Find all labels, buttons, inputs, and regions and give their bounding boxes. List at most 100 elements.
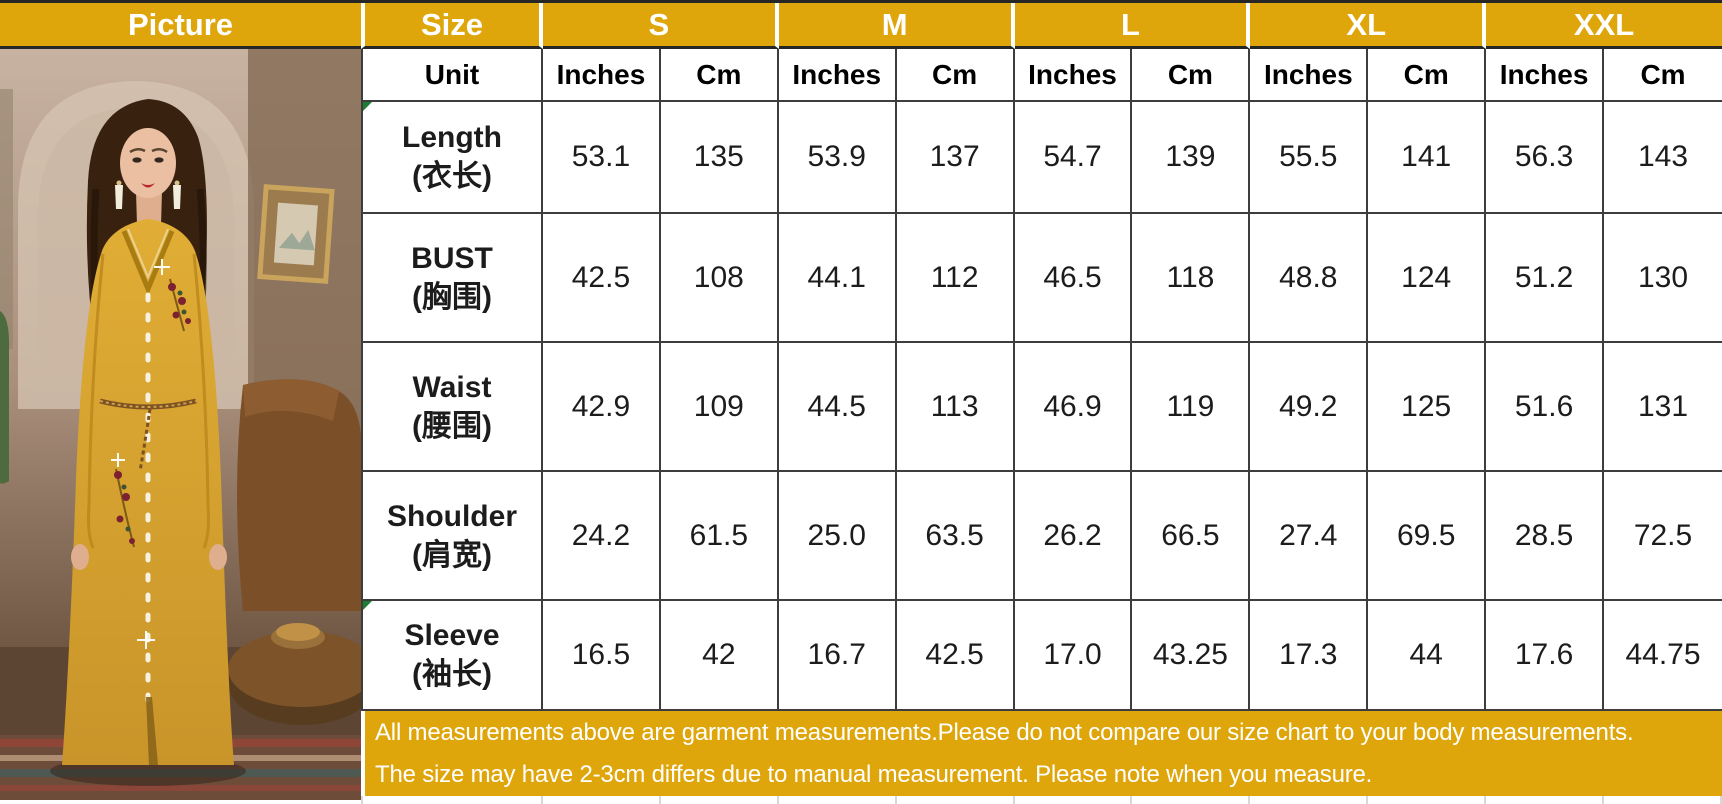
measurement-cell: 112: [896, 214, 1015, 343]
measurement-cell: 49.2: [1250, 343, 1369, 472]
measurement-cell: 48.8: [1250, 214, 1369, 343]
measurement-cell: 46.5: [1014, 214, 1133, 343]
picture-column: Picture: [0, 3, 361, 800]
row-label-en: Length: [402, 121, 502, 154]
measurement-cell: 28.5: [1486, 472, 1605, 601]
unit-cell: Cm: [896, 49, 1015, 102]
measurement-cell: 119: [1132, 343, 1251, 472]
unit-cell: Cm: [1368, 49, 1487, 102]
row-label-en: BUST: [411, 241, 493, 275]
measurement-cell: 42.5: [896, 601, 1015, 711]
measurement-cell: 63.5: [896, 472, 1015, 601]
measurement-cell: 56.3: [1486, 102, 1605, 214]
table-row-sleeve: Sleeve (袖长) 16.5 42 16.7 42.5 17.0 43.25…: [361, 601, 1722, 711]
measurement-cell: 44.75: [1604, 601, 1722, 711]
unit-corner-cell: Unit: [361, 49, 543, 102]
measurement-cell: 131: [1604, 343, 1722, 472]
measurement-cell: 54.7: [1014, 102, 1133, 214]
unit-cell: Inches: [1250, 49, 1369, 102]
measurement-cell: 108: [660, 214, 779, 343]
measurement-cell: 135: [660, 102, 779, 214]
row-label: Sleeve (袖长): [361, 601, 543, 711]
row-label: Waist (腰围): [361, 343, 543, 472]
product-photo: [0, 49, 361, 800]
measurement-cell: 69.5: [1368, 472, 1487, 601]
picture-header: Picture: [0, 3, 361, 49]
row-label-en: Shoulder: [386, 499, 517, 533]
notes-row: All measurements above are garment measu…: [361, 711, 1722, 796]
unit-cell: Inches: [543, 49, 661, 102]
measurement-cell: 51.6: [1486, 343, 1605, 472]
size-group-header: S: [543, 3, 779, 49]
measurement-cell: 137: [896, 102, 1015, 214]
size-corner-header: Size: [361, 3, 543, 49]
table-row-bust: BUST (胸围) 42.5 108 44.1 112 46.5 118 48.…: [361, 214, 1722, 343]
comment-marker-icon: [363, 102, 372, 111]
product-photo-illustration: [0, 49, 361, 800]
measurement-cell: 113: [896, 343, 1015, 472]
measurement-cell: 17.3: [1250, 601, 1369, 711]
measurement-cell: 66.5: [1132, 472, 1251, 601]
measurement-cell: 139: [1132, 102, 1251, 214]
comment-marker-icon: [363, 601, 372, 610]
row-label-cn: (衣长): [412, 160, 492, 193]
table-row-shoulder: Shoulder (肩宽) 24.2 61.5 25.0 63.5 26.2 6…: [361, 472, 1722, 601]
measurement-cell: 27.4: [1250, 472, 1369, 601]
unit-row: Unit Inches Cm Inches Cm Inches Cm Inche…: [361, 49, 1722, 102]
measurement-cell: 51.2: [1486, 214, 1605, 343]
measurement-cell: 44.1: [778, 214, 897, 343]
size-table: Size S M L XL XXL Unit Inches Cm Inches …: [361, 3, 1722, 804]
measurement-cell: 24.2: [543, 472, 661, 601]
row-label: Length (衣长): [361, 102, 543, 214]
measurement-cell: 25.0: [778, 472, 897, 601]
row-label: BUST (胸围): [361, 214, 543, 343]
size-table-area: Size S M L XL XXL Unit Inches Cm Inches …: [361, 3, 1722, 804]
measurement-notes: All measurements above are garment measu…: [361, 711, 1722, 796]
measurement-cell: 125: [1368, 343, 1487, 472]
measurement-cell: 72.5: [1604, 472, 1722, 601]
table-row-waist: Waist (腰围) 42.9 109 44.5 113 46.9 119 49…: [361, 343, 1722, 472]
note-line: The size may have 2-3cm differs due to m…: [375, 760, 1373, 788]
measurement-cell: 61.5: [660, 472, 779, 601]
measurement-cell: 17.6: [1486, 601, 1605, 711]
size-group-header: L: [1014, 3, 1251, 49]
size-header-row: Size S M L XL XXL: [361, 3, 1722, 49]
measurement-cell: 16.7: [778, 601, 897, 711]
measurement-cell: 141: [1368, 102, 1487, 214]
measurement-cell: 26.2: [1014, 472, 1133, 601]
note-line: All measurements above are garment measu…: [375, 719, 1634, 746]
size-group-header: XXL: [1486, 3, 1722, 49]
row-label-en: Waist: [412, 370, 492, 404]
measurement-cell: 55.5: [1250, 102, 1369, 214]
size-group-header: M: [778, 3, 1015, 49]
unit-cell: Inches: [778, 49, 897, 102]
row-label-cn: (袖长): [412, 658, 492, 691]
measurement-cell: 53.9: [778, 102, 897, 214]
measurement-cell: 42: [660, 601, 779, 711]
row-label-cn: (胸围): [412, 280, 492, 314]
measurement-cell: 124: [1368, 214, 1487, 343]
measurement-cell: 46.9: [1014, 343, 1133, 472]
measurement-cell: 109: [660, 343, 779, 472]
unit-cell: Cm: [1604, 49, 1722, 102]
measurement-cell: 143: [1604, 102, 1722, 214]
row-label-cn: (腰围): [412, 409, 492, 443]
measurement-cell: 43.25: [1132, 601, 1251, 711]
measurement-cell: 44.5: [778, 343, 897, 472]
measurement-cell: 53.1: [543, 102, 661, 214]
row-label-cn: (肩宽): [412, 538, 492, 572]
measurement-cell: 42.5: [543, 214, 661, 343]
measurement-cell: 44: [1368, 601, 1487, 711]
table-row-length: Length (衣长) 53.1 135 53.9 137 54.7 139 5…: [361, 102, 1722, 214]
measurement-cell: 118: [1132, 214, 1251, 343]
row-label: Shoulder (肩宽): [361, 472, 543, 601]
measurement-cell: 16.5: [543, 601, 661, 711]
row-label-en: Sleeve: [404, 619, 500, 652]
unit-cell: Inches: [1486, 49, 1605, 102]
size-group-header: XL: [1250, 3, 1487, 49]
unit-cell: Inches: [1014, 49, 1133, 102]
measurement-cell: 42.9: [543, 343, 661, 472]
unit-cell: Cm: [1132, 49, 1251, 102]
unit-cell: Cm: [660, 49, 779, 102]
